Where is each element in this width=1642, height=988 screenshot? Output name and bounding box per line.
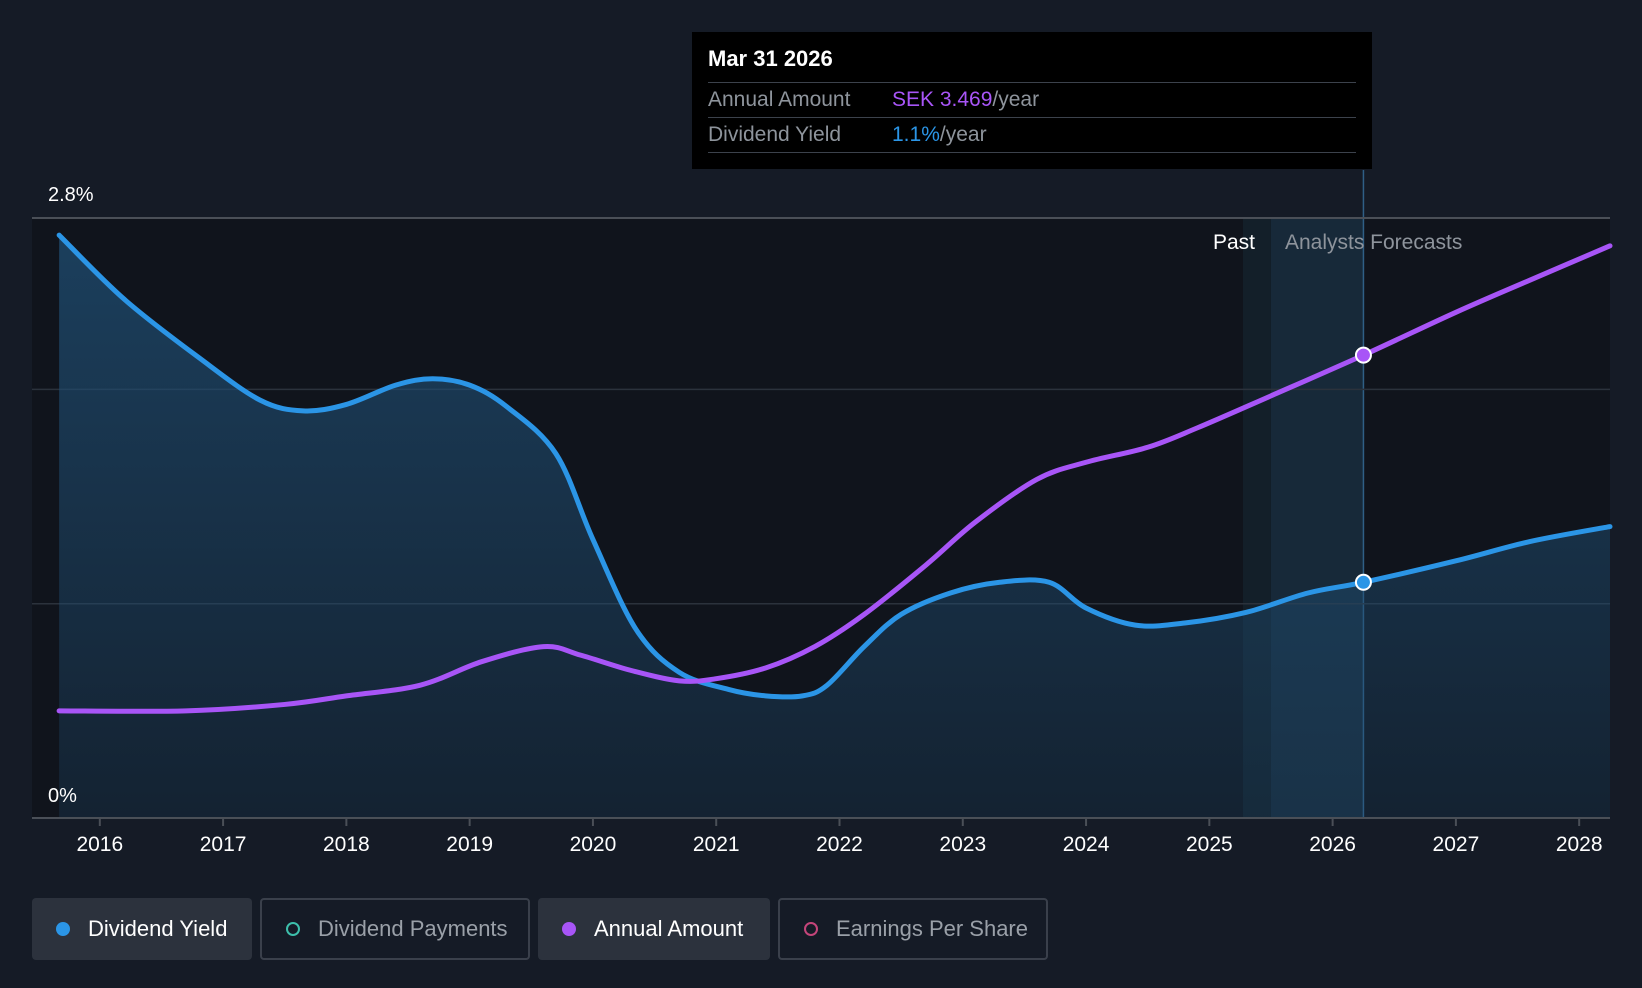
legend-dot-icon [56, 922, 70, 936]
legend-dot-icon [286, 922, 300, 936]
x-tick-label: 2023 [939, 833, 986, 856]
x-tick-label: 2028 [1556, 833, 1603, 856]
tooltip-value: 1.1% [892, 123, 940, 146]
legend-annual-amount[interactable]: Annual Amount [538, 898, 770, 960]
legend-dot-icon [804, 922, 818, 936]
x-tick-label: 2027 [1433, 833, 1480, 856]
tooltip-unit: /year [992, 88, 1040, 111]
x-tick-label: 2020 [570, 833, 617, 856]
tooltip-unit: /year [939, 123, 987, 146]
x-tick-label: 2018 [323, 833, 370, 856]
x-tick-label: 2021 [693, 833, 740, 856]
tooltip-date: Mar 31 2026 [708, 46, 1356, 83]
legend-dot-icon [562, 922, 576, 936]
tooltip: Mar 31 2026 Annual Amount SEK 3.469 /yea… [692, 32, 1372, 169]
legend-dividend-yield[interactable]: Dividend Yield [32, 898, 252, 960]
x-tick-label: 2019 [446, 833, 493, 856]
x-tick-label: 2017 [200, 833, 247, 856]
tooltip-row-dividend-yield: Dividend Yield 1.1% /year [708, 118, 1356, 153]
tooltip-row-annual-amount: Annual Amount SEK 3.469 /year [708, 83, 1356, 118]
forecast-label: Analysts Forecasts [1285, 231, 1462, 254]
hover-marker [1354, 346, 1372, 364]
y-tick-label: 2.8% [48, 184, 94, 206]
tooltip-label: Annual Amount [708, 88, 851, 111]
y-tick-label: 0% [48, 785, 77, 807]
x-tick-label: 2025 [1186, 833, 1233, 856]
x-tick-label: 2022 [816, 833, 863, 856]
tooltip-label: Dividend Yield [708, 123, 842, 146]
x-tick-label: 2016 [76, 833, 123, 856]
legend-label: Annual Amount [594, 916, 744, 941]
legend-dividend-payments[interactable]: Dividend Payments [260, 898, 530, 960]
legend-earnings-per-share[interactable]: Earnings Per Share [778, 898, 1048, 960]
legend-label: Dividend Payments [318, 916, 508, 941]
legend-label: Dividend Yield [88, 916, 228, 941]
annual-amount-line [56, 243, 1613, 714]
tooltip-value: SEK 3.469 [892, 88, 993, 111]
hover-marker [1354, 573, 1372, 591]
legend-label: Earnings Per Share [836, 916, 1028, 941]
x-tick-label: 2026 [1309, 833, 1356, 856]
dividend-yield-line [56, 232, 1613, 700]
dividend-chart: 2016 2017 2018 2019 2020 2021 2022 2023 2024 2025… [32, 170, 1613, 856]
x-tick-label: 2024 [1063, 833, 1110, 856]
past-label: Past [1213, 231, 1255, 254]
